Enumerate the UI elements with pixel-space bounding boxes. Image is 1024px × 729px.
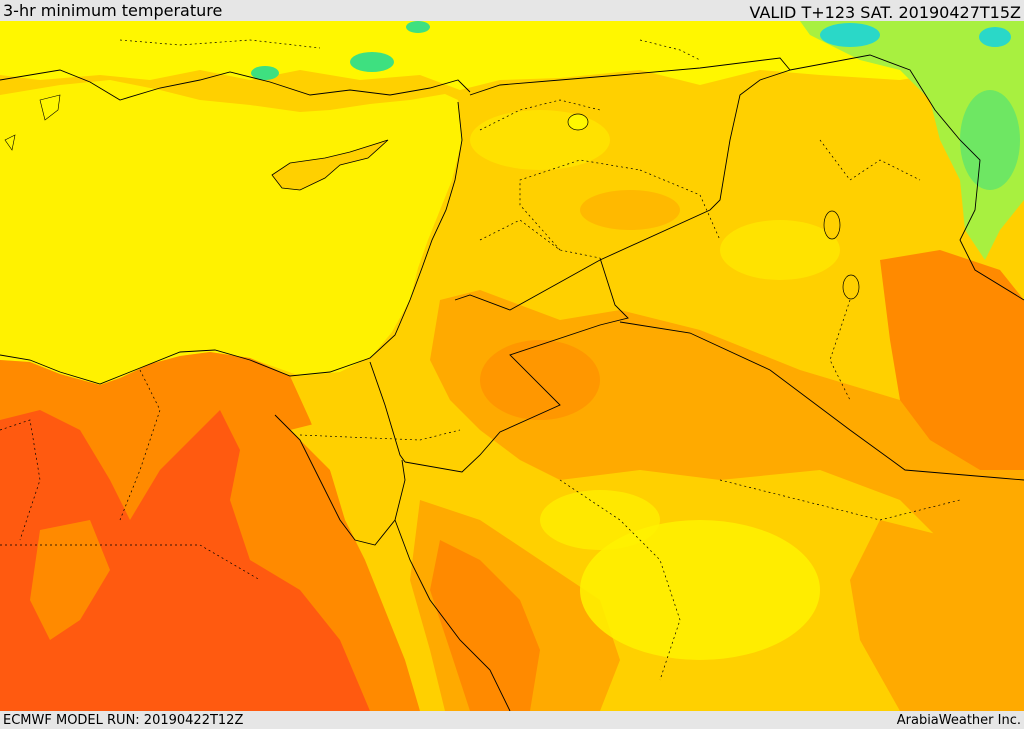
temp-field-egypt-hot bbox=[0, 410, 370, 711]
province-boundaries bbox=[0, 39, 961, 681]
temp-field-cyan bbox=[979, 27, 1011, 47]
island bbox=[39, 94, 61, 121]
country-border bbox=[619, 321, 1024, 481]
coastline bbox=[274, 414, 406, 546]
map-footer: ECMWF MODEL RUN: 20190422T12Z ArabiaWeat… bbox=[0, 711, 1024, 729]
temp-field-green bbox=[960, 90, 1020, 190]
country-border bbox=[404, 257, 629, 473]
country-border bbox=[369, 361, 406, 463]
map-title: 3-hr minimum temperature bbox=[3, 1, 223, 20]
temp-field-green bbox=[800, 21, 1024, 260]
map-header: 3-hr minimum temperature VALID T+123 SAT… bbox=[0, 0, 1024, 21]
temp-field-iraq-east bbox=[880, 250, 1024, 470]
country-border bbox=[789, 54, 1024, 301]
temp-field-egypt-warm bbox=[30, 520, 110, 640]
island bbox=[4, 134, 16, 151]
temp-field-green bbox=[406, 21, 430, 33]
coastline bbox=[0, 101, 463, 385]
valid-time: VALID T+123 SAT. 20190427T15Z bbox=[749, 3, 1021, 22]
credit-label: ArabiaWeather Inc. bbox=[896, 713, 1021, 728]
temp-field-arabia-east bbox=[850, 520, 1024, 711]
temp-field-yellow bbox=[580, 520, 820, 660]
coastline bbox=[394, 519, 511, 711]
lake bbox=[842, 274, 860, 300]
coastline bbox=[0, 69, 471, 101]
cyprus-island bbox=[271, 139, 389, 191]
temp-field-orange bbox=[580, 190, 680, 230]
temp-field-cyan bbox=[820, 23, 880, 47]
lake bbox=[567, 113, 589, 131]
temp-field-yellow bbox=[470, 110, 610, 170]
country-border bbox=[454, 57, 791, 311]
lake bbox=[823, 210, 841, 240]
temp-field-orange bbox=[480, 340, 600, 420]
temp-field-red-sea bbox=[290, 420, 445, 711]
temp-field-green bbox=[251, 66, 279, 80]
temp-field-yellow bbox=[540, 490, 660, 550]
temp-field-green bbox=[350, 52, 394, 72]
temp-field-yellow bbox=[720, 220, 840, 280]
temp-field-arabia-dark bbox=[430, 540, 540, 711]
temperature-map[interactable] bbox=[0, 21, 1024, 711]
model-run-label: ECMWF MODEL RUN: 20190422T12Z bbox=[3, 713, 244, 728]
